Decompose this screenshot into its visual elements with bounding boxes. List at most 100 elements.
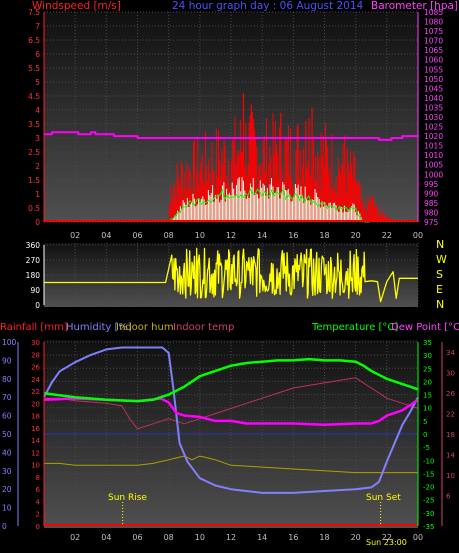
humidity-tick-label: 0 xyxy=(2,522,7,531)
wind-average-line xyxy=(168,188,370,223)
direction-series xyxy=(44,247,418,303)
barometer-tick-label: 1045 xyxy=(424,84,443,93)
temperature-tick-label: 35 xyxy=(423,339,432,347)
indoor-temp-tick-label: 26 xyxy=(446,390,455,398)
barometer-tick-label: 985 xyxy=(424,199,439,208)
temperature-tick-label: 25 xyxy=(423,365,432,373)
temperature-tick-label: -25 xyxy=(423,497,434,505)
temperature-x-tick-label: 10 xyxy=(195,533,205,542)
barometer-tick-label: 1010 xyxy=(424,151,443,160)
direction-tick-label: 360 xyxy=(26,241,41,250)
direction-tick-label: 0 xyxy=(35,301,40,310)
humidity-tick-label: 60 xyxy=(2,412,12,421)
wind-x-tick-label: 16 xyxy=(288,231,298,240)
temperature-tick-label: -20 xyxy=(423,484,434,492)
wind-tick-label: 6 xyxy=(35,50,40,59)
wind-x-tick-label: 18 xyxy=(319,231,329,240)
barometer-tick-label: 1085 xyxy=(424,8,443,17)
barometer-tick-label: 990 xyxy=(424,189,439,198)
compass-label: S xyxy=(436,268,443,281)
barometer-line xyxy=(44,131,418,141)
rainfall-tick-label: 0 xyxy=(36,523,40,531)
temperature-x-tick-label: 14 xyxy=(257,533,267,542)
rainfall-tick-label: 16 xyxy=(31,425,40,433)
temperature-x-tick-label: 22 xyxy=(382,533,392,542)
wind-x-tick-label: 04 xyxy=(101,231,111,240)
compass-label: E xyxy=(436,283,443,296)
barometer-tick-label: 995 xyxy=(424,180,439,189)
barometer-tick-label: 1050 xyxy=(424,75,443,84)
barometer-tick-label: 1065 xyxy=(424,46,443,55)
temperature-tick-label: 10 xyxy=(423,405,432,413)
rainfall-axis-title: Rainfall [mm] xyxy=(0,322,68,333)
wind-tick-label: 7 xyxy=(35,22,40,31)
sun-set-label: Sun Set xyxy=(366,493,401,503)
indoor-temp-tick-label: 10 xyxy=(446,472,455,480)
humidity-tick-label: 40 xyxy=(2,448,12,457)
humidity-tick-label: 20 xyxy=(2,485,12,494)
barometer-tick-label: 975 xyxy=(424,218,439,227)
indoor-temp-axis-title: Indoor temp xyxy=(173,322,234,333)
temperature-tick-label: -35 xyxy=(423,523,434,531)
wind-tick-label: 6.5 xyxy=(28,36,40,45)
indoor-temp-tick-label: 34 xyxy=(446,349,455,357)
direction-tick-label: 270 xyxy=(26,256,41,265)
wind-axis-title: Windspeed [m/s] xyxy=(32,0,121,12)
wind-tick-label: 3 xyxy=(35,134,40,143)
temperature-line xyxy=(43,357,419,403)
temperature-x-tick-label: 08 xyxy=(164,533,174,542)
rainfall-tick-label: 20 xyxy=(31,400,40,408)
temperature-tick-label: 5 xyxy=(423,418,427,426)
barometer-tick-label: 1080 xyxy=(424,18,443,27)
temperature-x-tick-label: 02 xyxy=(70,533,80,542)
rainfall-tick-label: 4 xyxy=(36,498,41,506)
temperature-tick-label: 20 xyxy=(423,378,432,386)
temperature-tick-label: 0 xyxy=(423,431,427,439)
rainfall-tick-label: 30 xyxy=(31,339,40,347)
wind-direction-line xyxy=(44,247,418,303)
wind-x-tick-label: 10 xyxy=(195,231,205,240)
wind-x-tick-label: 20 xyxy=(351,231,361,240)
rainfall-tick-label: 10 xyxy=(31,462,40,470)
temperature-axis-title: Temperature [°C] xyxy=(311,322,398,333)
wind-tick-label: 1.5 xyxy=(28,176,40,185)
barometer-tick-label: 1055 xyxy=(424,65,443,74)
rainfall-tick-label: 8 xyxy=(36,474,40,482)
rainfall-tick-label: 6 xyxy=(36,486,41,494)
wind-x-tick-label: 00 xyxy=(413,231,423,240)
compass-label: N xyxy=(436,238,444,251)
barometer-tick-label: 1035 xyxy=(424,103,443,112)
wind-axes: 0 0.5 1 1.5 2 2.5 3 3.5 4 4.5 5 5.5 6 6.5 7 7.5 97598098… xyxy=(28,8,443,240)
temperature-tick-label: -5 xyxy=(423,444,430,452)
compass-label: N xyxy=(436,298,444,311)
humidity-line xyxy=(43,346,419,494)
wind-x-tick-label: 14 xyxy=(257,231,267,240)
humidity-tick-label: 50 xyxy=(2,430,12,439)
wind-series xyxy=(44,93,418,223)
wind-tick-label: 0 xyxy=(35,218,40,227)
indoor-temp-line xyxy=(44,377,419,430)
temperature-tick-label: 15 xyxy=(423,392,432,400)
indoor-temp-tick-label: 14 xyxy=(446,451,455,459)
wind-tick-label: 4 xyxy=(35,106,40,115)
rainfall-tick-label: 12 xyxy=(31,449,40,457)
barometer-tick-label: 1060 xyxy=(424,56,443,65)
indoor-temp-tick-label: 6 xyxy=(446,492,451,500)
barometer-axis-title: Barometer [hpa] xyxy=(371,0,458,12)
direction-tick-label: 180 xyxy=(26,271,41,280)
humidity-tick-label: 30 xyxy=(2,467,12,476)
wind-tick-label: 5 xyxy=(35,78,40,87)
temperature-tick-label: -30 xyxy=(423,510,434,518)
humidity-tick-label: 70 xyxy=(2,393,12,402)
humidity-tick-label: 80 xyxy=(2,375,12,384)
rainfall-tick-label: 14 xyxy=(31,437,40,445)
indoor-humidity-line xyxy=(44,455,418,474)
wind-tick-label: 5.5 xyxy=(28,64,40,73)
indoor-temp-tick-label: 22 xyxy=(446,411,455,419)
wind-tick-label: 4.5 xyxy=(28,92,40,101)
indoor-temp-tick-label: 30 xyxy=(446,370,455,378)
temperature-x-tick-label: 00 xyxy=(413,533,423,542)
wind-tick-label: 2 xyxy=(35,162,40,171)
